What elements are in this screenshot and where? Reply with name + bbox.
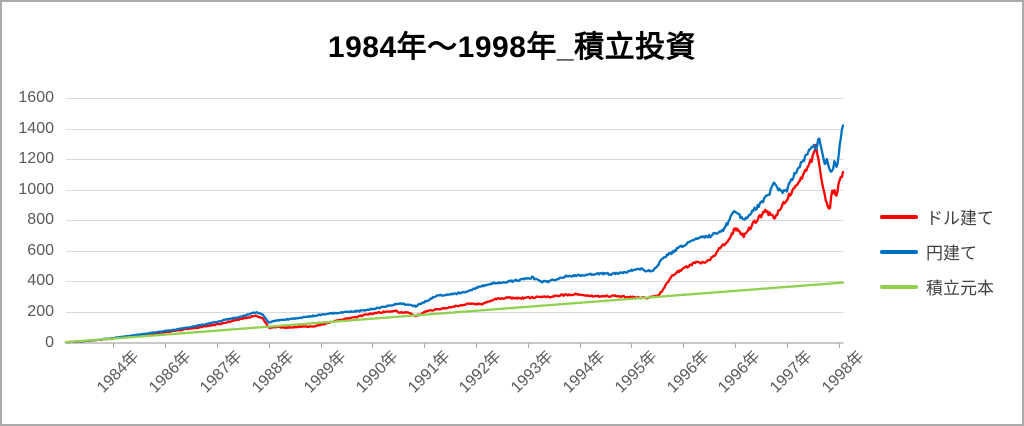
y-tick-label-600: 600 [27, 241, 54, 259]
legend-label-yen: 円建て [926, 244, 977, 263]
yen-series-line [64, 124, 845, 344]
y-tick-label-0: 0 [45, 333, 54, 351]
principal-series-line [64, 281, 845, 344]
legend-item-yen: 円建て [880, 241, 994, 263]
legend-swatch-principal [880, 284, 918, 289]
legend: ドル建て円建て積立元本 [880, 206, 994, 311]
y-tick-label-800: 800 [27, 211, 54, 229]
chart-title: 1984年〜1998年_積立投資 [327, 31, 697, 64]
y-tick-label-1600: 1600 [18, 89, 54, 106]
y-tick-label-400: 400 [27, 272, 54, 290]
legend-swatch-yen [880, 249, 918, 254]
dollar-series-line [64, 143, 845, 344]
y-tick-label-1400: 1400 [18, 119, 54, 137]
y-tick-label-200: 200 [27, 302, 54, 320]
legend-swatch-dollar [880, 214, 918, 219]
legend-label-dollar: ドル建て [926, 209, 994, 228]
legend-label-principal: 積立元本 [926, 279, 994, 298]
legend-item-dollar: ドル建て [880, 206, 994, 228]
y-tick-label-1200: 1200 [18, 150, 54, 168]
legend-item-principal: 積立元本 [880, 276, 994, 298]
y-tick-label-1000: 1000 [18, 180, 54, 198]
